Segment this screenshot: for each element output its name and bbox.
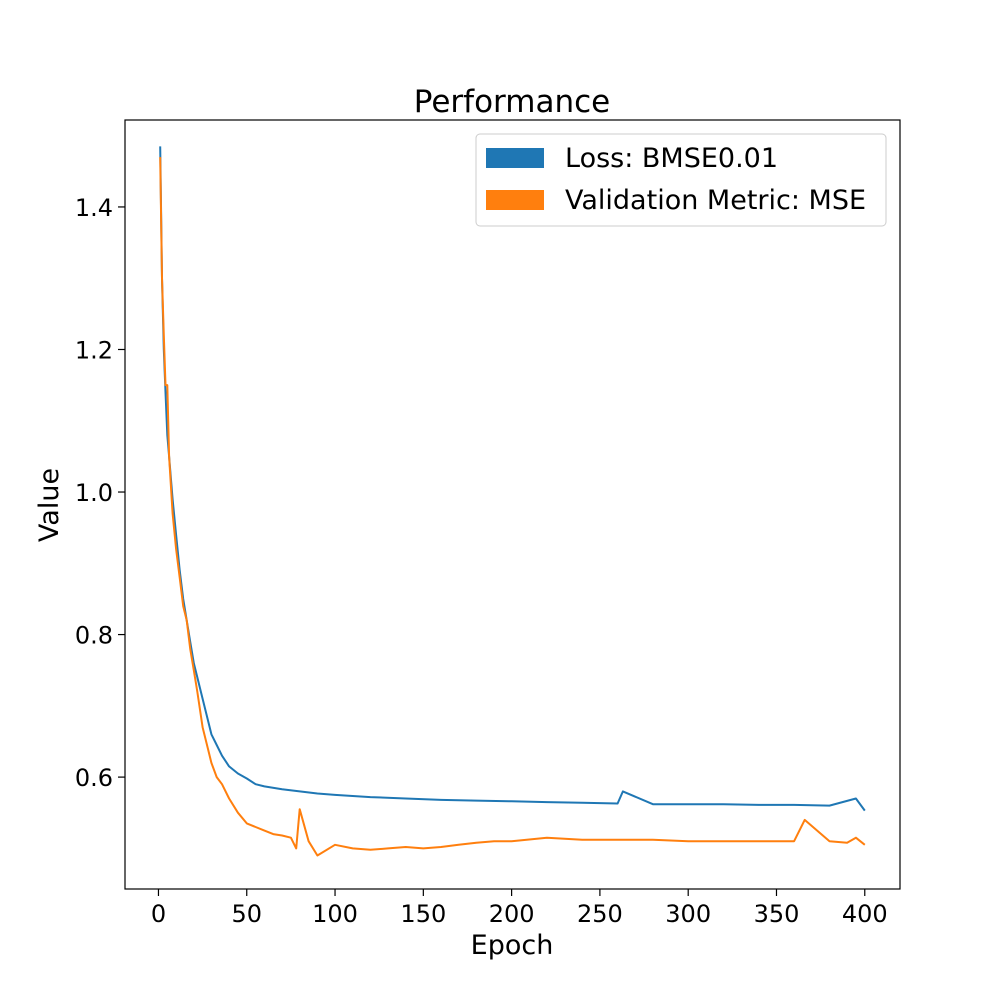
y-tick-label: 0.8 xyxy=(75,622,113,650)
x-tick-label: 300 xyxy=(665,900,711,928)
y-tick-label: 0.6 xyxy=(75,764,113,792)
legend: Loss: BMSE0.01 Validation Metric: MSE xyxy=(475,133,887,227)
legend-swatch-loss xyxy=(486,148,544,168)
x-tick-label: 150 xyxy=(400,900,446,928)
x-tick-label: 250 xyxy=(577,900,623,928)
x-tick-label: 350 xyxy=(754,900,800,928)
y-axis: 0.6 0.8 1.0 1.2 1.4 xyxy=(75,194,125,792)
x-tick-label: 0 xyxy=(151,900,166,928)
series-line-1 xyxy=(159,157,866,857)
x-tick-label: 200 xyxy=(489,900,535,928)
y-axis-label: Value xyxy=(34,468,65,542)
x-tick-label: 50 xyxy=(231,900,262,928)
x-axis-label: Epoch xyxy=(471,930,554,961)
legend-swatch-validation xyxy=(486,190,544,210)
y-tick-label: 1.4 xyxy=(75,194,113,222)
legend-label-validation: Validation Metric: MSE xyxy=(565,185,866,216)
series-line-0 xyxy=(159,146,866,812)
x-tick-label: 400 xyxy=(842,900,888,928)
y-tick-label: 1.0 xyxy=(75,479,113,507)
x-axis: 0 50 100 150 200 250 300 350 400 xyxy=(151,889,888,928)
legend-box xyxy=(475,133,887,227)
plot-frame xyxy=(124,119,901,890)
y-tick-label: 1.2 xyxy=(75,336,113,364)
chart-title: Performance xyxy=(414,84,610,120)
x-tick-label: 100 xyxy=(312,900,358,928)
plot-series xyxy=(159,146,866,857)
legend-label-loss: Loss: BMSE0.01 xyxy=(565,143,778,174)
